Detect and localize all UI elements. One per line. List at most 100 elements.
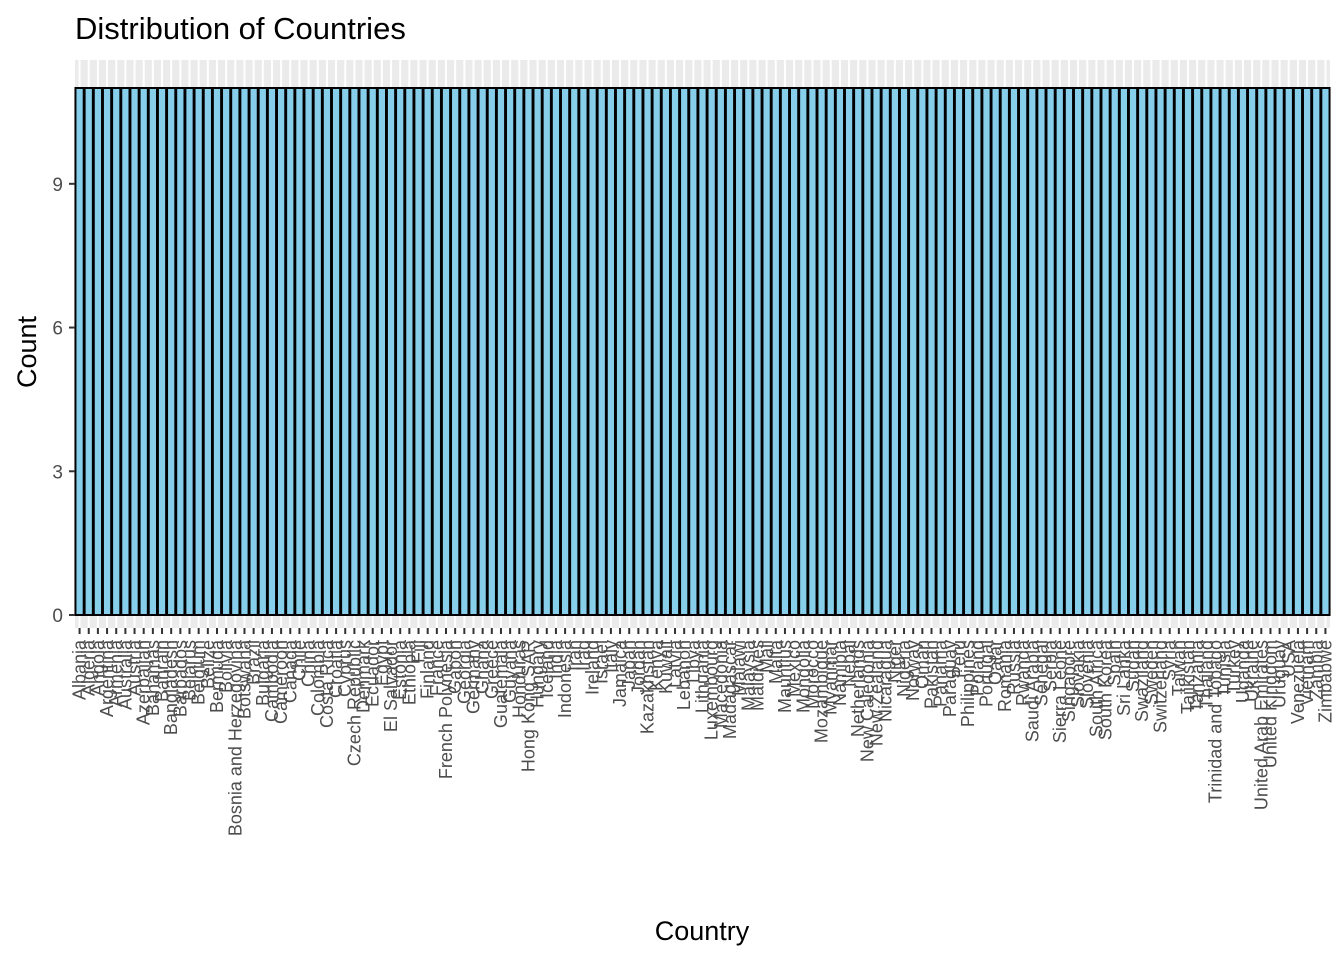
bar bbox=[422, 87, 433, 616]
bar bbox=[972, 87, 983, 616]
x-tick-label: Brazil bbox=[244, 640, 264, 685]
bar bbox=[221, 87, 232, 616]
x-tick-label: Ukraine bbox=[1242, 640, 1262, 702]
bar bbox=[779, 87, 791, 616]
y-axis-title: Count bbox=[12, 315, 42, 388]
bar bbox=[321, 87, 333, 616]
bar bbox=[1155, 87, 1166, 616]
x-tick-label: Ecuador bbox=[363, 640, 383, 707]
x-tick-label: Japan bbox=[619, 640, 639, 689]
bar bbox=[175, 87, 186, 616]
x-tick-label: Vietnam bbox=[1297, 640, 1317, 706]
bar bbox=[486, 87, 497, 616]
bar bbox=[963, 87, 974, 616]
bar bbox=[651, 87, 662, 616]
bar bbox=[1301, 87, 1313, 616]
bar bbox=[303, 87, 314, 616]
y-tick-label: 6 bbox=[52, 319, 63, 340]
x-tick-label: Gabon bbox=[445, 640, 465, 694]
bar bbox=[285, 87, 296, 616]
bar bbox=[266, 87, 278, 616]
bar bbox=[1118, 87, 1130, 616]
bar bbox=[1008, 87, 1020, 616]
x-tick-label: Macedonia bbox=[711, 639, 731, 728]
x-tick-label: Sri Lanka bbox=[1114, 639, 1134, 716]
x-tick-label: Indonesia bbox=[555, 639, 575, 718]
x-tick-label: Madagascar bbox=[720, 640, 740, 739]
bar bbox=[1219, 87, 1230, 616]
x-tick-label: Mexico bbox=[784, 640, 804, 697]
bar bbox=[1045, 87, 1056, 616]
bar bbox=[871, 87, 882, 616]
y-tick-label: 9 bbox=[52, 175, 63, 196]
x-tick-label: Guatemala bbox=[491, 639, 511, 728]
bar bbox=[129, 87, 140, 616]
x-tick-label: Finland bbox=[418, 640, 438, 699]
bar bbox=[1082, 87, 1093, 616]
x-tick-label: Malawi bbox=[729, 640, 749, 696]
bar bbox=[138, 87, 149, 616]
bar bbox=[935, 87, 946, 616]
x-tick-label: Trinidad and Tobago bbox=[1205, 640, 1225, 803]
x-tick-label: Canada bbox=[280, 639, 300, 703]
bar bbox=[816, 87, 827, 616]
x-tick-label: Slovenia bbox=[1077, 639, 1097, 709]
x-tick-label: Panama bbox=[931, 639, 951, 707]
bar bbox=[120, 87, 131, 616]
bar bbox=[413, 87, 424, 616]
x-tick-label: Hong Kong SAR bbox=[518, 640, 538, 772]
bar bbox=[111, 87, 122, 616]
bar bbox=[761, 87, 772, 616]
bar bbox=[248, 87, 259, 616]
x-tick-label: Zimbabwe bbox=[1315, 640, 1335, 723]
x-tick-label: Greece bbox=[482, 640, 502, 699]
x-tick-label: France bbox=[427, 640, 447, 696]
x-tick-label: Switzerland bbox=[1151, 640, 1171, 733]
bar bbox=[1036, 87, 1047, 616]
x-tick-label: Malta bbox=[766, 639, 786, 684]
x-tick-label: Maldives bbox=[747, 640, 767, 711]
bar bbox=[734, 87, 745, 616]
bar bbox=[468, 87, 479, 616]
bar bbox=[825, 87, 836, 616]
bar bbox=[953, 87, 965, 616]
x-tick-label: Egypt bbox=[372, 640, 392, 686]
x-tick-label: Mauritius bbox=[775, 640, 795, 713]
x-tick-label: Qatar bbox=[986, 640, 1006, 685]
bar bbox=[715, 87, 726, 616]
x-tick-label: Angola bbox=[88, 639, 108, 696]
x-tick-label: Georgia bbox=[454, 639, 474, 704]
x-tick-label: Sudan bbox=[1123, 640, 1143, 692]
bar bbox=[330, 87, 342, 616]
bar bbox=[1237, 87, 1249, 616]
x-tick-label: Czech Republic bbox=[344, 640, 364, 766]
x-tick-label: Sierra Leone bbox=[1050, 640, 1070, 743]
x-tick-label: Algeria bbox=[79, 639, 99, 696]
bar bbox=[1256, 87, 1267, 616]
bar bbox=[862, 87, 873, 616]
x-tick-label: Libya bbox=[683, 639, 703, 683]
bar bbox=[908, 87, 919, 616]
bar bbox=[770, 87, 781, 616]
x-tick-label: Bosnia and Herzegovina bbox=[225, 639, 245, 836]
x-tick-label: Honduras bbox=[509, 640, 529, 718]
x-tick-label: Belgium bbox=[189, 640, 209, 705]
bar bbox=[990, 87, 1001, 616]
x-tick-label: Oman bbox=[912, 640, 932, 689]
x-tick-label: Zambia bbox=[1306, 639, 1326, 700]
bar bbox=[230, 87, 241, 616]
x-tick-label: Armenia bbox=[106, 639, 126, 707]
bar bbox=[1100, 87, 1111, 616]
bar bbox=[1210, 87, 1221, 616]
x-tick-label: Norway bbox=[903, 640, 923, 701]
x-tick-label: Slovakia bbox=[1068, 639, 1088, 708]
bar bbox=[917, 87, 928, 616]
x-tick-label: Venezuela bbox=[1288, 639, 1308, 724]
x-tick-label: Mali bbox=[757, 640, 777, 673]
x-tick-label: Israel bbox=[592, 640, 612, 684]
x-tick-label: Kenya bbox=[647, 639, 667, 691]
bar bbox=[788, 87, 800, 616]
x-tick-label: Malaysia bbox=[738, 639, 758, 711]
bar bbox=[889, 87, 900, 616]
